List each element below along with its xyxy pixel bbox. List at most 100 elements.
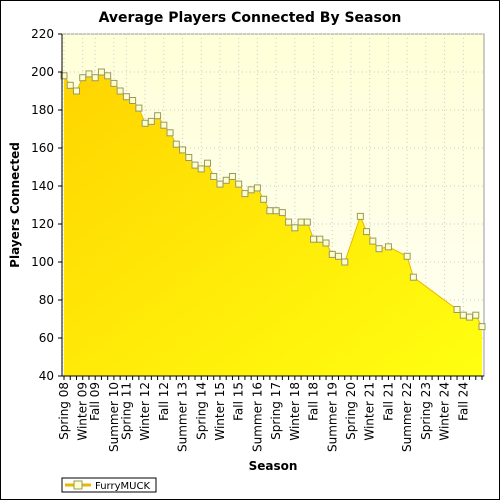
data-point-marker [160,121,168,129]
y-tick-label: 40 [39,369,54,383]
data-point-marker [303,218,311,226]
data-point-marker [79,74,87,82]
data-point-marker [247,186,255,194]
data-point-marker [197,165,205,173]
x-tick-label: Fall 15 [232,382,246,421]
x-tick-label: Fall 12 [157,382,171,421]
x-tick-label: Spring 20 [344,382,358,440]
data-point-marker [135,104,143,112]
data-point-marker [478,323,486,331]
legend-label: FurryMUCK [95,481,150,492]
y-axis-title: Players Connected [8,142,22,268]
data-point-marker [253,184,261,192]
data-point-marker [72,87,80,95]
data-point-marker [110,79,118,87]
data-point-marker [85,70,93,78]
data-point-marker [409,273,417,281]
data-point-marker [266,207,274,215]
data-point-marker [116,87,124,95]
x-tick-label: Summer 13 [176,382,190,452]
x-tick-label: Winter 12 [138,382,152,441]
data-point-marker [228,173,236,180]
data-point-marker [179,146,187,154]
data-point-marker [104,72,112,80]
data-point-marker [260,195,268,203]
y-tick-label: 180 [31,103,54,117]
series-area [64,72,482,376]
x-tick-label: Fall 21 [381,382,395,421]
y-tick-label: 80 [39,293,54,307]
data-point-marker [369,237,377,245]
data-point-marker [272,207,280,215]
legend-box [61,477,157,493]
data-point-marker [203,159,211,167]
data-point-marker [291,224,299,232]
data-point-marker [166,129,174,137]
x-tick-label: Winter 24 [438,382,452,441]
x-tick-label: Winter 21 [363,382,377,441]
data-point-marker [335,252,343,260]
data-point-marker [459,311,467,319]
data-point-marker [141,119,149,127]
data-point-marker [210,173,218,180]
y-tick-label: 60 [39,331,54,345]
chart-title: Average Players Connected By Season [99,10,402,26]
x-tick-label: Spring 11 [119,382,133,440]
x-tick-label: Winter 18 [288,382,302,441]
x-tick-label: Fall 18 [307,382,321,421]
y-tick-label: 100 [31,255,54,269]
x-tick-label: Winter 09 [76,382,90,441]
data-point-marker [122,93,130,101]
data-point-marker [241,190,249,198]
data-point-marker [363,228,371,236]
data-point-marker [356,212,364,220]
series-markers [60,68,486,331]
data-point-marker [472,311,480,319]
x-tick-label: Winter 15 [213,382,227,441]
data-point-marker [60,72,68,80]
y-tick-label: 160 [31,141,54,155]
data-point-marker [172,140,180,148]
data-point-marker [222,176,230,184]
y-tick-label: 220 [31,27,54,41]
data-point-marker [285,218,293,226]
data-point-marker [185,154,193,161]
x-tick-label: Fall 24 [456,382,470,421]
data-point-marker [66,81,74,89]
data-point-marker [154,112,162,120]
x-tick-label: Spring 08 [57,382,71,440]
data-point-marker [97,68,105,76]
x-tick-label: Summer 19 [325,382,339,452]
x-tick-label: Summer 10 [107,382,121,452]
legend: FurryMUCK [61,477,157,493]
x-tick-label: Spring 14 [194,382,208,440]
data-point-marker [316,235,324,243]
data-point-marker [310,235,318,243]
data-point-marker [384,243,392,251]
x-tick-label: Summer 16 [250,382,264,452]
data-point-marker [147,117,155,125]
data-point-marker [375,245,383,253]
data-point-marker [453,306,461,313]
data-point-marker [91,74,99,82]
data-point-marker [322,239,330,247]
data-point-marker [129,97,137,104]
data-point-marker [341,258,349,266]
data-point-marker [216,180,224,188]
y-tick-label: 140 [31,179,54,193]
x-tick-label: Summer 22 [400,382,414,452]
data-point-marker [466,313,474,321]
legend-marker-swatch [73,480,83,490]
x-tick-label: Spring 17 [269,382,283,440]
data-point-marker [191,161,199,169]
x-tick-label: Fall 09 [88,382,102,421]
y-axis-ticks: 40 60 80 100 120 140 160 180 200 220 [31,27,62,383]
data-point-marker [235,180,243,188]
data-point-marker [328,250,336,258]
x-axis-title: Season [249,459,298,473]
x-tick-label: Spring 23 [419,382,433,440]
data-point-marker [403,252,411,260]
data-point-marker [297,218,305,226]
